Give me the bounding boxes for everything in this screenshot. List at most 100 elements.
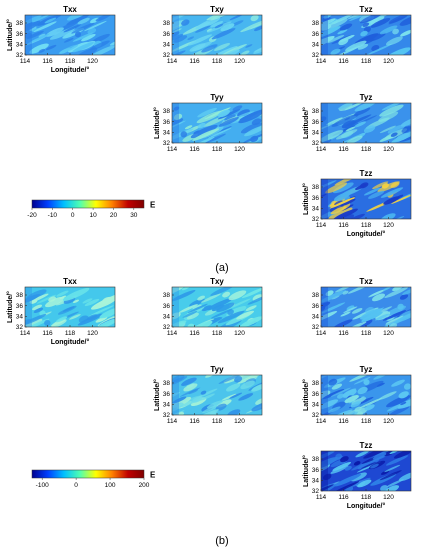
y-axis-label: Latitude/° (153, 379, 161, 411)
y-tick-label: 34 (16, 42, 24, 49)
panel-b-caption: (b) (215, 535, 228, 547)
heatmap-patch (330, 465, 349, 474)
heatmap-patch (337, 409, 358, 415)
heatmap-patch (354, 121, 366, 128)
colorbar: -20 -10 0 10 20 30 E (27, 199, 156, 219)
heatmap-patch (63, 37, 74, 43)
heatmap-patch (44, 319, 51, 327)
heatmap-patch (38, 33, 46, 38)
heatmap-patch (357, 479, 372, 488)
heatmap-patch (373, 375, 388, 380)
heatmap-patch (239, 109, 262, 121)
y-tick-label: 36 (163, 31, 171, 38)
y-tick-label: 32 (312, 412, 320, 419)
y-tick-label: 38 (16, 292, 24, 299)
heatmap-patch (244, 125, 262, 137)
heatmap-patch (201, 305, 212, 312)
heatmap-patch (66, 15, 88, 21)
colorbar-tick-label: 200 (139, 482, 150, 489)
x-tick-label: 118 (212, 330, 223, 337)
heatmap-patch (354, 407, 368, 415)
heatmap-patch (380, 213, 396, 219)
subplot-title: Txx (63, 5, 77, 14)
heatmap-patch (386, 36, 403, 46)
heatmap-patch (337, 29, 348, 35)
heatmap-patch (328, 207, 353, 219)
heatmap-patch (400, 29, 411, 37)
heatmap-patch (350, 411, 358, 415)
heatmap-patch (172, 312, 181, 320)
heatmap-patch (353, 107, 371, 116)
subplot-title: Txy (210, 277, 224, 286)
heatmap-patch (349, 375, 372, 382)
heatmap-patch (321, 116, 327, 123)
heatmap-patch (331, 113, 359, 127)
heatmap-patch (344, 395, 359, 403)
x-tick-label: 120 (87, 58, 98, 65)
heatmap-patch (96, 318, 115, 327)
heatmap-patch (190, 124, 218, 139)
heatmap-patch (229, 392, 243, 399)
heatmap-patch (204, 133, 227, 143)
subplot-txy: Txy 114 116 118 120 32 34 36 38 (163, 277, 263, 337)
heatmap-patch (347, 388, 357, 394)
heatmap-patch (334, 179, 361, 186)
heatmap-patch (81, 33, 96, 42)
x-tick-label: 114 (316, 418, 327, 425)
heatmap-patch (382, 310, 407, 321)
heatmap-patch (384, 47, 411, 55)
y-tick-label: 36 (312, 467, 320, 474)
heatmap-patch (328, 378, 338, 386)
colorbar-tick-label: -10 (48, 212, 58, 219)
heatmap-patch (355, 451, 369, 458)
heatmap-patch (187, 303, 208, 313)
subplot-title: Tzz (360, 169, 373, 178)
heatmap-patch (172, 28, 182, 33)
x-tick-label: 116 (338, 418, 349, 425)
heatmap-patch (72, 299, 80, 304)
heatmap-patch (328, 15, 355, 26)
heatmap-patch (184, 125, 193, 130)
y-tick-label: 32 (16, 52, 24, 59)
heatmap-patch (363, 187, 381, 196)
subplot-title: Txz (359, 277, 372, 286)
heatmap-patch (55, 316, 68, 323)
heatmap-patch (323, 15, 332, 19)
heatmap-patch (238, 393, 254, 401)
heatmap-patch (99, 307, 115, 319)
heatmap-patch (225, 298, 251, 310)
heatmap-patch (384, 485, 400, 491)
heatmap-patch (91, 296, 115, 310)
heatmap-patch (29, 293, 49, 303)
heatmap-patch (45, 44, 57, 51)
heatmap-patch (188, 389, 199, 395)
x-tick-label: 118 (361, 146, 372, 153)
heatmap-patch (347, 287, 369, 294)
heatmap-patch (389, 451, 400, 455)
heatmap-patch (206, 28, 213, 32)
panel-b: Txx 114 116 118 120 32 34 36 38 Longitude/° Latitu… (6, 277, 412, 510)
y-tick-label: 34 (163, 402, 171, 409)
heatmap-patch (187, 36, 195, 40)
heatmap-patch (357, 386, 368, 395)
heatmap-patch (383, 196, 400, 205)
heatmap-patch (240, 316, 262, 327)
colorbar-label: E (150, 471, 156, 480)
y-tick-label: 36 (163, 303, 171, 310)
heatmap-patch (223, 49, 240, 55)
heatmap-patch (325, 290, 334, 297)
panel-a: Txx 114 116 118 120 32 34 36 38 Longitude/° Latitu… (6, 5, 412, 238)
heatmap-patch (245, 305, 257, 311)
heatmap-patch (379, 25, 398, 35)
heatmap-patch (321, 399, 339, 410)
subplot-txz: Txz 114 116 118 120 32 34 36 38 (312, 5, 412, 65)
heatmap-patch (363, 379, 370, 386)
y-tick-label: 34 (312, 402, 320, 409)
heatmap-patch (89, 45, 115, 55)
heatmap-patch (334, 473, 362, 487)
heatmap-patch (224, 114, 236, 121)
heatmap-patch (218, 375, 244, 384)
heatmap-patch (400, 401, 407, 406)
heatmap-field (172, 287, 262, 327)
